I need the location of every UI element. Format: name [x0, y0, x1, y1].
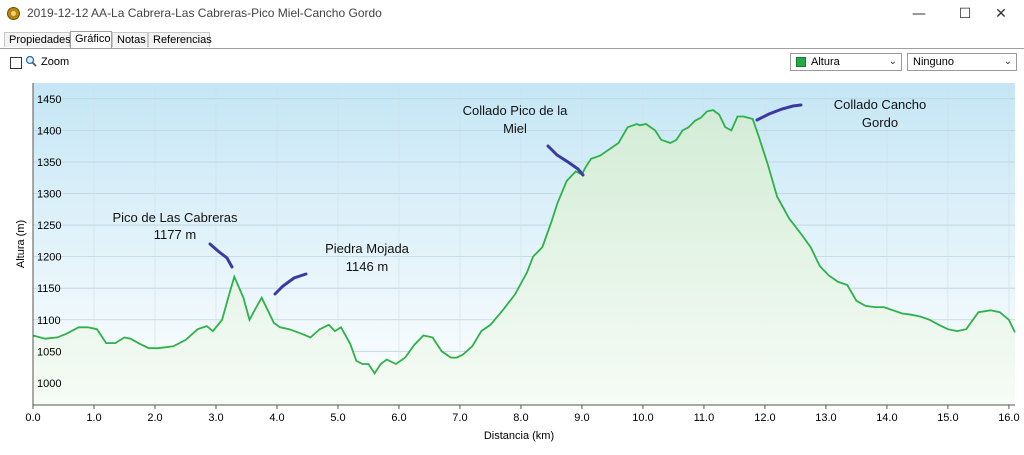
annotation-sublabel: 1146 m	[346, 259, 388, 274]
x-tick-label: 15.0	[937, 412, 958, 424]
tab-label: Propiedades	[9, 34, 71, 46]
x-tick-label: 2.0	[147, 412, 162, 424]
annotation-marker	[546, 144, 585, 177]
tab-label: Referencias	[153, 34, 212, 46]
annotation-label: Piedra Mojada	[325, 241, 410, 256]
x-tick-label: 16.0	[998, 412, 1019, 424]
y-tick-label: 1200	[37, 252, 61, 264]
minimize-button[interactable]: —	[912, 6, 926, 22]
y-tick-label: 1150	[37, 283, 61, 295]
window-title: 2019-12-12 AA-La Cabrera-Las Cabreras-Pi…	[27, 6, 382, 20]
y-tick-label: 1300	[37, 188, 61, 200]
zoom-label: Zoom	[41, 56, 70, 68]
x-tick-label: 6.0	[391, 412, 406, 424]
series-color-swatch	[796, 57, 806, 67]
tab-propiedades[interactable]: Propiedades	[4, 32, 71, 47]
x-tick-label: 1.0	[86, 412, 101, 424]
x-tick-label: 10.0	[632, 412, 653, 424]
x-tick-label: 14.0	[876, 412, 897, 424]
x-tick-label: 12.0	[754, 412, 775, 424]
zoom-checkbox[interactable]	[10, 57, 22, 69]
x-tick-label: 13.0	[815, 412, 836, 424]
app-icon	[7, 7, 20, 20]
chevron-down-icon: ⌄	[888, 56, 897, 67]
x-tick-label: 4.0	[269, 412, 284, 424]
x-tick-label: 9.0	[574, 412, 589, 424]
annotation-label: Collado Cancho	[834, 97, 927, 112]
annotation-sublabel: 1177 m	[154, 227, 196, 242]
title-bar: 2019-12-12 AA-La Cabrera-Las Cabreras-Pi…	[0, 0, 1024, 28]
tab-referencias[interactable]: Referencias	[148, 32, 212, 47]
magnifier-icon	[25, 55, 37, 67]
x-tick-label: 5.0	[330, 412, 345, 424]
y-tick-labels: 1000 1050 1100 1150 1200 1250 1300 1350 1400 1450	[37, 94, 61, 390]
tab-label: Notas	[117, 34, 146, 46]
y-tick-label: 1050	[37, 346, 61, 358]
x-axis-label: Distancia (km)	[484, 430, 554, 442]
tab-grafico[interactable]: Gráfico	[70, 31, 112, 48]
annotation-label: Collado Pico de la	[463, 103, 569, 118]
annotation-marker	[273, 272, 308, 296]
y-tick-label: 1000	[37, 378, 61, 390]
close-button[interactable]: ✕	[995, 6, 1007, 22]
elevation-chart: 1000 1050 1100 1150 1200 1250 1300 1350 1400 1450…	[0, 78, 1024, 450]
y-tick-label: 1400	[37, 125, 61, 137]
x-tick-labels: 0.0 1.0 2.0 3.0 4.0 5.0 6.0 7.0 8.0 9.0 10.0 11.0 12…	[25, 412, 1019, 424]
x-tick-label: 7.0	[452, 412, 467, 424]
maximize-button[interactable]: ☐	[958, 6, 972, 22]
annotation-marker	[755, 103, 803, 122]
elevation-area	[33, 110, 1015, 405]
elevation-line	[32, 109, 1016, 376]
y-tick-label: 1350	[37, 157, 61, 169]
y-tick-label: 1100	[37, 315, 61, 327]
tab-label: Gráfico	[75, 33, 111, 45]
tab-strip: Propiedades Gráfico Notas Referencias	[0, 31, 1024, 49]
x-tick-label: 11.0	[694, 412, 715, 424]
series-select[interactable]: Altura ⌄	[790, 53, 902, 71]
x-tick-label: 3.0	[208, 412, 223, 424]
tab-notas[interactable]: Notas	[112, 32, 148, 47]
annotation-label: Pico de Las Cabreras	[112, 210, 238, 225]
y-tick-label: 1450	[37, 94, 61, 106]
y-tick-label: 1250	[37, 220, 61, 232]
secondary-select[interactable]: Ninguno ⌄	[907, 53, 1017, 71]
annotation-sublabel: Miel	[503, 121, 527, 136]
annotation-marker	[208, 242, 234, 269]
x-tick-label: 0.0	[25, 412, 40, 424]
y-axis-label: Altura (m)	[15, 220, 27, 268]
elevation-chart-svg: 1000 1050 1100 1150 1200 1250 1300 1350 1400 1450…	[15, 83, 1020, 442]
x-tick-label: 8.0	[513, 412, 528, 424]
chevron-down-icon: ⌄	[1003, 56, 1012, 67]
annotation-sublabel: Gordo	[862, 115, 898, 130]
series-select-value: Altura	[811, 56, 840, 68]
secondary-select-value: Ninguno	[913, 56, 954, 68]
annotation-markers	[208, 103, 803, 296]
